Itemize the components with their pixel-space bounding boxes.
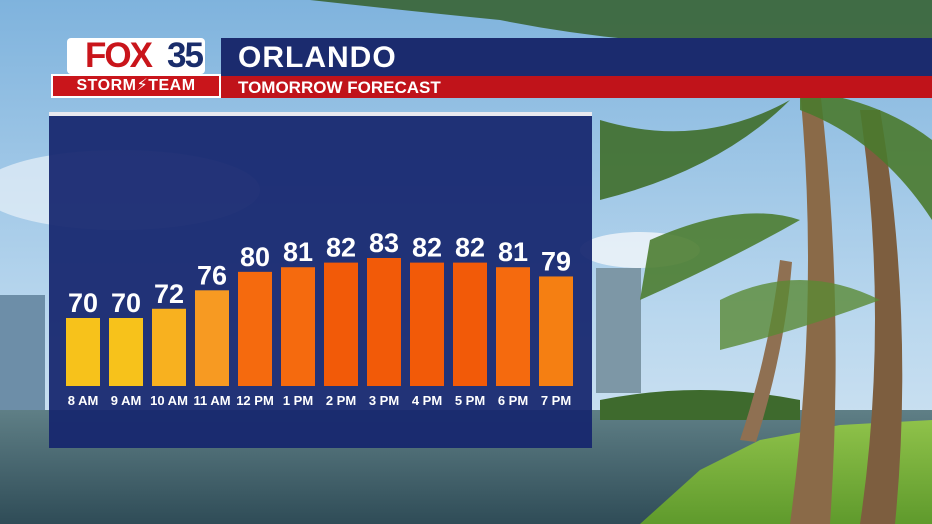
data-label: 72 [154, 279, 184, 309]
logo-badge: FOX 35 [67, 36, 205, 75]
bar-1-pm [281, 267, 315, 386]
bar-12-pm [238, 271, 272, 386]
bar-9-am [109, 318, 143, 386]
subtitle-band [221, 76, 932, 98]
x-tick-label: 3 PM [369, 393, 399, 408]
bar-6-pm [496, 267, 530, 386]
data-label: 80 [240, 242, 270, 272]
x-tick-label: 4 PM [412, 393, 442, 408]
bar-8-am [66, 318, 100, 386]
logo-storm-team: STORM⚡TEAM [51, 74, 221, 98]
bar-10-am [152, 308, 186, 386]
x-tick-label: 11 AM [193, 393, 230, 408]
x-tick-label: 2 PM [326, 393, 356, 408]
forecast-subtitle: TOMORROW FORECAST [238, 78, 441, 97]
x-tick-label: 10 AM [150, 393, 188, 408]
x-tick-label: 5 PM [455, 393, 485, 408]
location-title: ORLANDO [238, 41, 397, 74]
bar-11-am [195, 290, 229, 386]
forecast-chart-panel: 70 8 AM 70 9 AM 72 10 AM 76 11 AM 80 12 PM 81 1 PM 8… [49, 112, 592, 448]
x-tick-label: 12 PM [236, 393, 274, 408]
bar-3-pm [367, 258, 401, 386]
bar-7-pm [539, 276, 573, 386]
data-label: 82 [412, 233, 442, 263]
data-label: 83 [369, 228, 399, 258]
x-tick-label: 8 AM [68, 393, 99, 408]
data-label: 82 [455, 233, 485, 263]
x-tick-label: 9 AM [111, 393, 142, 408]
bar-2-pm [324, 262, 358, 386]
data-label: 82 [326, 233, 356, 263]
logo-fox-text: FOX [85, 36, 153, 75]
data-label: 79 [541, 246, 571, 276]
data-label: 76 [197, 260, 227, 290]
title-band [221, 38, 932, 76]
hourly-temperature-chart: 70 8 AM 70 9 AM 72 10 AM 76 11 AM 80 12 PM 81 1 PM 8… [66, 228, 573, 408]
data-label: 70 [68, 288, 98, 318]
data-label: 70 [111, 288, 141, 318]
bar-5-pm [453, 262, 487, 386]
x-tick-label: 1 PM [283, 393, 313, 408]
bar-4-pm [410, 262, 444, 386]
data-label: 81 [283, 237, 313, 267]
logo-channel-number: 35 [167, 36, 204, 75]
x-tick-label: 7 PM [541, 393, 571, 408]
fox35-storm-team-logo: FOX 35 STORM⚡TEAM [51, 36, 221, 98]
x-tick-label: 6 PM [498, 393, 528, 408]
data-label: 81 [498, 237, 528, 267]
